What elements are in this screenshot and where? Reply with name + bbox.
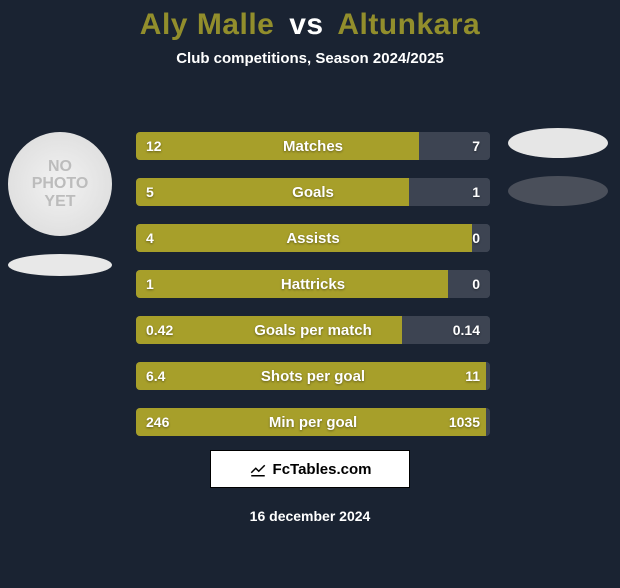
- stat-row: 2461035Min per goal: [136, 408, 490, 436]
- stat-label: Min per goal: [136, 408, 490, 436]
- title-vs: vs: [289, 8, 323, 41]
- avatar-ellipse: [508, 128, 608, 158]
- title-left: Aly Malle: [140, 8, 275, 41]
- stat-row: 127Matches: [136, 132, 490, 160]
- chart-icon: [249, 460, 267, 478]
- no-photo-placeholder: NO PHOTO YET: [8, 132, 112, 236]
- stat-row: 51Goals: [136, 178, 490, 206]
- stat-row: 10Hattricks: [136, 270, 490, 298]
- stat-label: Matches: [136, 132, 490, 160]
- subtitle: Club competitions, Season 2024/2025: [0, 50, 620, 67]
- stat-label: Shots per goal: [136, 362, 490, 390]
- stat-row: 6.411Shots per goal: [136, 362, 490, 390]
- comparison-bars: 127Matches 51Goals 40Assists 10Hattricks 0.4…: [136, 132, 490, 454]
- player-left-avatar: NO PHOTO YET: [8, 132, 112, 276]
- stat-row: 40Assists: [136, 224, 490, 252]
- page-title: Aly Malle vs Altunkara: [0, 8, 620, 42]
- stat-label: Goals per match: [136, 316, 490, 344]
- title-right: Altunkara: [337, 8, 480, 41]
- branding-badge: FcTables.com: [210, 450, 410, 488]
- stat-row: 0.420.14Goals per match: [136, 316, 490, 344]
- avatar-ellipse: [508, 176, 608, 206]
- stat-label: Goals: [136, 178, 490, 206]
- no-photo-text: NO PHOTO YET: [32, 158, 89, 211]
- date-text: 16 december 2024: [250, 508, 371, 524]
- stat-label: Assists: [136, 224, 490, 252]
- avatar-shadow: [8, 254, 112, 276]
- branding-text: FcTables.com: [273, 461, 372, 478]
- player-right-avatar: [508, 128, 608, 206]
- stat-label: Hattricks: [136, 270, 490, 298]
